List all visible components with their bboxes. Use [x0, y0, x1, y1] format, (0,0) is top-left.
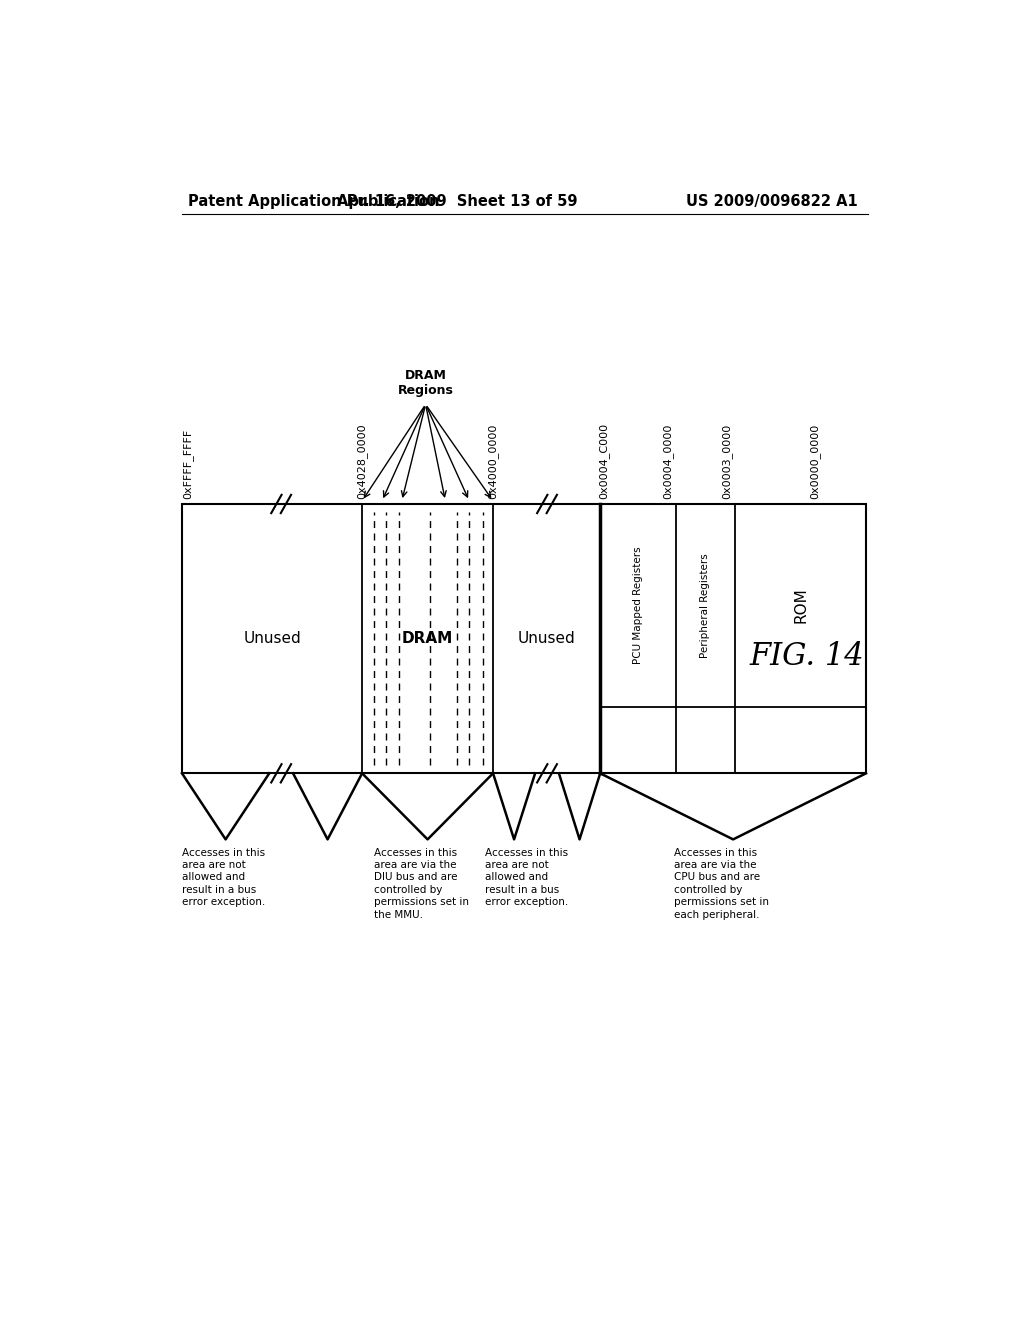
- Bar: [182, 504, 866, 774]
- Text: 0xFFFF_FFFF: 0xFFFF_FFFF: [182, 429, 193, 499]
- Text: PCU Mapped Registers: PCU Mapped Registers: [633, 546, 643, 664]
- Text: ROM: ROM: [793, 587, 808, 623]
- Text: Accesses in this
area are not
allowed and
result in a bus
error exception.: Accesses in this area are not allowed an…: [181, 847, 265, 907]
- Text: 0x0003_0000: 0x0003_0000: [722, 424, 732, 499]
- Text: 0x4000_0000: 0x4000_0000: [487, 424, 499, 499]
- Text: FIG. 14: FIG. 14: [750, 642, 864, 672]
- Text: Patent Application Publication: Patent Application Publication: [187, 194, 439, 209]
- Text: Unused: Unused: [518, 631, 575, 647]
- Text: 0x0004_0000: 0x0004_0000: [663, 424, 673, 499]
- Text: 0x0000_0000: 0x0000_0000: [809, 424, 820, 499]
- Text: Apr. 16, 2009  Sheet 13 of 59: Apr. 16, 2009 Sheet 13 of 59: [337, 194, 578, 209]
- Text: Accesses in this
area are via the
CPU bus and are
controlled by
permissions set : Accesses in this area are via the CPU bu…: [674, 847, 769, 920]
- Text: DRAM: DRAM: [402, 631, 454, 647]
- Text: Accesses in this
area are via the
DIU bus and are
controlled by
permissions set : Accesses in this area are via the DIU bu…: [374, 847, 469, 920]
- Text: 0x0004_C000: 0x0004_C000: [599, 422, 609, 499]
- Text: 0x4028_0000: 0x4028_0000: [356, 424, 368, 499]
- Text: US 2009/0096822 A1: US 2009/0096822 A1: [686, 194, 858, 209]
- Text: Unused: Unused: [243, 631, 301, 647]
- Text: Accesses in this
area are not
allowed and
result in a bus
error exception.: Accesses in this area are not allowed an…: [484, 847, 568, 907]
- Text: Peripheral Registers: Peripheral Registers: [700, 553, 711, 657]
- Text: DRAM
Regions: DRAM Regions: [397, 370, 454, 397]
